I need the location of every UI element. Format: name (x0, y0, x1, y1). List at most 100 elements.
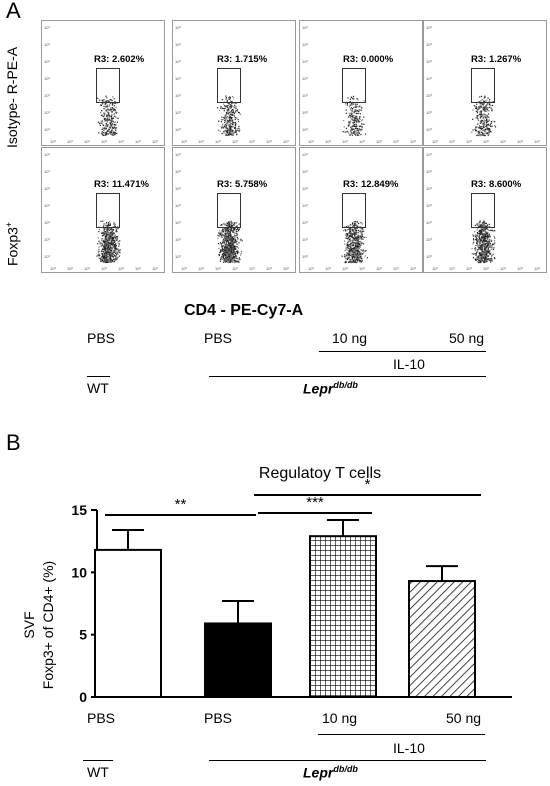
sig-label-1: ** (175, 496, 187, 513)
svg-text:10⁰: 10⁰ (44, 25, 50, 30)
svg-text:10⁰: 10⁰ (135, 266, 141, 271)
gate-box (471, 68, 495, 103)
gate-label: R3: 8.600% (471, 179, 522, 190)
svg-text:10⁰: 10⁰ (302, 254, 308, 259)
gate-label: R3: 5.758% (217, 179, 268, 190)
svg-text:10⁰: 10⁰ (101, 266, 107, 271)
svg-text:10⁰: 10⁰ (302, 59, 308, 64)
svg-text:10⁰: 10⁰ (393, 139, 399, 144)
b-wt-line (83, 760, 113, 761)
flow-scatter: 10⁰ 10⁰ 10⁰ 10⁰ 10⁰ 10⁰ 10⁰ 10⁰ 10⁰ 10⁰ 10⁰ 10⁰ 10⁰ 1… (302, 25, 416, 144)
svg-text:10⁰: 10⁰ (198, 266, 204, 271)
svg-text:10⁰: 10⁰ (232, 139, 238, 144)
svg-text:10⁰: 10⁰ (308, 266, 314, 271)
svg-text:10⁰: 10⁰ (50, 266, 56, 271)
b-cond-1: PBS (87, 710, 116, 726)
svg-text:10⁰: 10⁰ (483, 139, 489, 144)
y-axis-label-svf: SVF (21, 611, 37, 638)
a-lepr-text: Lepr (303, 380, 334, 397)
svg-text:10⁰: 10⁰ (426, 93, 432, 98)
gate-label: R3: 2.602% (94, 54, 145, 65)
flow-axis-ticks: 10⁰ 10⁰ 10⁰ 10⁰ 10⁰ 10⁰ 10⁰ 10⁰ 10⁰ 10⁰ 10⁰ 10⁰ 10⁰ 1… (426, 25, 540, 144)
svg-text:10⁰: 10⁰ (302, 169, 308, 174)
flow-panel-r2-c2: 10⁰ 10⁰ 10⁰ 10⁰ 10⁰ 10⁰ 10⁰ 10⁰ 10⁰ 10⁰ 10⁰ 10⁰ 10⁰ 1… (172, 147, 296, 273)
svg-text:10⁰: 10⁰ (175, 76, 181, 81)
bar-4 (408, 580, 476, 698)
svg-text:10⁰: 10⁰ (175, 169, 181, 174)
svg-text:10⁰: 10⁰ (426, 186, 432, 191)
flow-panel-r2-c3: 10⁰ 10⁰ 10⁰ 10⁰ 10⁰ 10⁰ 10⁰ 10⁰ 10⁰ 10⁰ 10⁰ 10⁰ 10⁰ 1… (299, 147, 423, 273)
a-lepr-label: Leprdb/db (303, 380, 358, 397)
flow-scatter: 10⁰ 10⁰ 10⁰ 10⁰ 10⁰ 10⁰ 10⁰ 10⁰ 10⁰ 10⁰ 10⁰ 10⁰ 10⁰ 1… (175, 25, 289, 144)
svg-text:10⁰: 10⁰ (302, 110, 308, 115)
b-lepr-line (209, 760, 486, 761)
flow-panel-r2-c4: 10⁰ 10⁰ 10⁰ 10⁰ 10⁰ 10⁰ 10⁰ 10⁰ 10⁰ 10⁰ 10⁰ 10⁰ 10⁰ 1… (423, 147, 547, 273)
svg-text:10⁰: 10⁰ (426, 220, 432, 225)
flow-panel-r1-c3: 10⁰ 10⁰ 10⁰ 10⁰ 10⁰ 10⁰ 10⁰ 10⁰ 10⁰ 10⁰ 10⁰ 10⁰ 10⁰ 1… (299, 20, 423, 146)
svg-text:10⁰: 10⁰ (84, 266, 90, 271)
svg-text:10⁰: 10⁰ (44, 203, 50, 208)
svg-text:10⁰: 10⁰ (426, 169, 432, 174)
significance-group: ** **** (105, 476, 481, 516)
svg-text:10⁰: 10⁰ (432, 266, 438, 271)
flow-panel-r1-c1: 10⁰ 10⁰ 10⁰ 10⁰ 10⁰ 10⁰ 10⁰ 10⁰ 10⁰ 10⁰ 10⁰ 10⁰ 10⁰ 1… (41, 20, 165, 146)
svg-text:10⁰: 10⁰ (175, 152, 181, 157)
flow-dots (217, 95, 242, 137)
svg-text:10⁰: 10⁰ (534, 139, 540, 144)
svg-text:10⁰: 10⁰ (426, 59, 432, 64)
gate-label: R3: 1.715% (217, 54, 268, 65)
svg-text:10⁰: 10⁰ (426, 110, 432, 115)
svg-text:10⁰: 10⁰ (175, 25, 181, 30)
bar-1 (94, 548, 162, 699)
flow-axis-ticks: 10⁰ 10⁰ 10⁰ 10⁰ 10⁰ 10⁰ 10⁰ 10⁰ 10⁰ 10⁰ 10⁰ 10⁰ 10⁰ 1… (175, 152, 289, 271)
flow-panel-r2-c1: 10⁰ 10⁰ 10⁰ 10⁰ 10⁰ 10⁰ 10⁰ 10⁰ 10⁰ 10⁰ 10⁰ 10⁰ 10⁰ 1… (41, 147, 165, 273)
svg-text:10⁰: 10⁰ (466, 139, 472, 144)
gate-label: R3: 0.000% (343, 54, 394, 65)
svg-text:10⁰: 10⁰ (302, 152, 308, 157)
y-axis-label: Foxp3+ of CD4+ (%) (40, 561, 56, 689)
row-label-foxp3-sup: + (4, 221, 14, 228)
flow-dots (96, 220, 121, 264)
svg-text:10⁰: 10⁰ (302, 42, 308, 47)
svg-text:10⁰: 10⁰ (426, 25, 432, 30)
flow-dots (217, 220, 243, 264)
svg-text:10⁰: 10⁰ (500, 139, 506, 144)
svg-text:10⁰: 10⁰ (175, 110, 181, 115)
flow-axis-ticks: 10⁰ 10⁰ 10⁰ 10⁰ 10⁰ 10⁰ 10⁰ 10⁰ 10⁰ 10⁰ 10⁰ 10⁰ 10⁰ 1… (302, 25, 416, 144)
svg-text:10⁰: 10⁰ (449, 266, 455, 271)
bar-chart: Regulatoy T cells SVF Foxp3+ of CD4+ (%)… (21, 465, 512, 705)
svg-text:10⁰: 10⁰ (302, 93, 308, 98)
a-il10-label: IL-10 (393, 356, 425, 372)
svg-text:10⁰: 10⁰ (44, 237, 50, 242)
b-cond-2: PBS (204, 710, 233, 726)
flow-scatter: 10⁰ 10⁰ 10⁰ 10⁰ 10⁰ 10⁰ 10⁰ 10⁰ 10⁰ 10⁰ 10⁰ 10⁰ 10⁰ 1… (44, 152, 158, 271)
flow-dots (471, 95, 497, 137)
svg-text:10⁰: 10⁰ (426, 152, 432, 157)
svg-text:10⁰: 10⁰ (67, 266, 73, 271)
svg-text:10⁰: 10⁰ (175, 203, 181, 208)
svg-text:10⁰: 10⁰ (359, 139, 365, 144)
svg-text:10⁰: 10⁰ (44, 59, 50, 64)
svg-text:10⁰: 10⁰ (44, 186, 50, 191)
a-cond-4: 50 ng (449, 330, 485, 346)
svg-text:10⁰: 10⁰ (426, 42, 432, 47)
svg-text:10⁰: 10⁰ (534, 266, 540, 271)
svg-text:10⁰: 10⁰ (44, 42, 50, 47)
panel-a-letter: A (6, 0, 21, 23)
b-lepr-label: Leprdb/db (303, 764, 358, 781)
y-tick-label: 0 (79, 689, 87, 705)
flow-scatter: 10⁰ 10⁰ 10⁰ 10⁰ 10⁰ 10⁰ 10⁰ 10⁰ 10⁰ 10⁰ 10⁰ 10⁰ 10⁰ 1… (175, 152, 289, 271)
svg-text:10⁰: 10⁰ (302, 76, 308, 81)
svg-text:10⁰: 10⁰ (175, 127, 181, 132)
row-label-foxp3: Foxp3+ (4, 222, 21, 266)
svg-text:10⁰: 10⁰ (302, 237, 308, 242)
svg-text:10⁰: 10⁰ (215, 266, 221, 271)
svg-text:10⁰: 10⁰ (181, 266, 187, 271)
flow-axis-ticks: 10⁰ 10⁰ 10⁰ 10⁰ 10⁰ 10⁰ 10⁰ 10⁰ 10⁰ 10⁰ 10⁰ 10⁰ 10⁰ 1… (44, 152, 158, 271)
svg-text:10⁰: 10⁰ (118, 139, 124, 144)
svg-text:10⁰: 10⁰ (44, 76, 50, 81)
panel-b-letter: B (6, 430, 21, 455)
svg-text:10⁰: 10⁰ (44, 169, 50, 174)
svg-text:10⁰: 10⁰ (266, 266, 272, 271)
flow-axis-ticks: 10⁰ 10⁰ 10⁰ 10⁰ 10⁰ 10⁰ 10⁰ 10⁰ 10⁰ 10⁰ 10⁰ 10⁰ 10⁰ 1… (44, 25, 158, 144)
